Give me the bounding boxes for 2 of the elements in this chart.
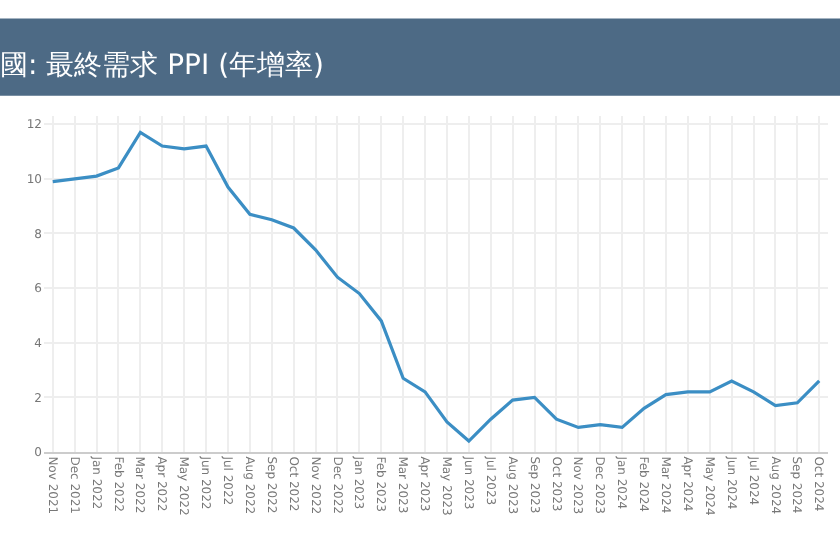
chart-title: 國: 最終需求 PPI (年增率) [0, 50, 325, 83]
line-series [51, 130, 821, 443]
